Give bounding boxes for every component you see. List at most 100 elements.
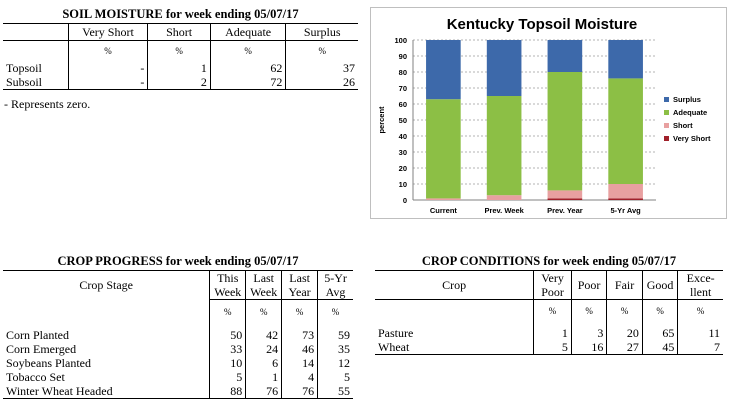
y-tick-label: 90 [399, 52, 407, 61]
soil-unit: % [318, 45, 326, 56]
cond-unit: % [642, 299, 679, 322]
progress-cell: 76 [281, 383, 319, 399]
progress-cell: 35 [338, 341, 350, 356]
x-tick-label: Current [430, 206, 458, 215]
cond-cell: 45 [642, 339, 679, 355]
legend-swatch [664, 123, 669, 128]
y-tick-label: 100 [394, 36, 407, 45]
cond-unit: % [571, 299, 608, 322]
soil-row-label: Topsoil [3, 60, 69, 75]
cond-row-label: Wheat [375, 339, 535, 355]
soil-header-surplus: Surplus [285, 23, 358, 41]
x-tick-label: 5-Yr Avg [610, 206, 641, 215]
cond-unit: % [606, 299, 643, 322]
progress-cell: 14 [281, 355, 319, 370]
cond-header-very-poor-2: Poor [533, 285, 572, 300]
bar-segment [426, 198, 461, 200]
crop-progress-table: Crop Stage This Last Last 5-Yr Week Week… [3, 270, 353, 399]
bar-segment [547, 190, 583, 199]
progress-row-label: Tobacco Set [3, 369, 211, 384]
x-tick-label: Prev. Week [484, 206, 524, 215]
progress-cell: 33 [209, 341, 247, 356]
soil-cell: 72 [210, 74, 287, 90]
legend-label: Surplus [673, 95, 701, 104]
progress-header-last-year-1: Last [281, 270, 319, 285]
bar-segment [608, 184, 643, 199]
bar-segment [547, 40, 583, 72]
bar-segment [547, 198, 583, 200]
progress-cell: 12 [338, 355, 350, 370]
legend-swatch [664, 110, 669, 115]
y-axis-label: percent [377, 106, 386, 134]
crop-conditions-table: Crop Very Poor Fair Good Exce- Poor llen… [375, 270, 723, 355]
bar-segment [547, 72, 583, 191]
bar-segment [426, 40, 461, 100]
y-tick-label: 80 [399, 68, 407, 77]
bar-segment [608, 78, 643, 184]
cond-header-poor: Poor [571, 270, 608, 300]
progress-cell: 10 [209, 355, 247, 370]
y-tick-label: 0 [403, 196, 407, 205]
y-tick-label: 60 [399, 100, 407, 109]
legend-swatch [664, 97, 669, 102]
chart-title: Kentucky Topsoil Moisture [447, 16, 638, 33]
progress-header-5yr-1: 5-Yr [317, 270, 353, 285]
crop-conditions-title: CROP CONDITIONS for week ending 05/07/17 [421, 254, 677, 268]
progress-row-label: Corn Emerged [3, 341, 211, 356]
crop-header: Crop [375, 270, 535, 300]
progress-header-last-week-1: Last [245, 270, 283, 285]
cond-row-label: Pasture [375, 325, 535, 340]
bar-segment [486, 40, 522, 96]
soil-header-blank [3, 23, 69, 41]
y-tick-label: 30 [399, 148, 407, 157]
cond-cell: 27 [606, 339, 643, 355]
crop-stage-header: Crop Stage [3, 270, 211, 300]
progress-header-this-week-1: This [209, 270, 247, 285]
progress-unit: % [331, 306, 340, 317]
chart-svg: Kentucky Topsoil Moisture 0 10 20 30 40 50 60 70… [377, 16, 711, 215]
soil-note: - Represents zero. [4, 97, 91, 111]
soil-unit: % [147, 40, 211, 61]
cond-unit: % [696, 305, 705, 316]
soil-moisture-title: SOIL MOISTURE for week ending 05/07/17 [62, 7, 299, 21]
topsoil-moisture-chart: Kentucky Topsoil Moisture 0 10 20 30 40 50 60 70… [370, 7, 727, 219]
cond-header-very-poor-1: Very [533, 270, 572, 285]
progress-cell: 42 [245, 327, 283, 342]
soil-cell: 26 [285, 74, 358, 90]
progress-unit: % [245, 299, 283, 324]
cond-header-excellent-2: llent [677, 285, 723, 300]
cond-cell: 3 [571, 325, 608, 340]
progress-cell: 55 [317, 383, 353, 399]
progress-header-last-week-2: Week [245, 285, 283, 300]
soil-cell: 1 [147, 60, 211, 75]
bar-segment [608, 40, 643, 79]
soil-row-label: Subsoil [3, 74, 69, 90]
cond-header-excellent-1: Exce- [677, 270, 723, 285]
soil-header-short: Short [147, 23, 211, 41]
legend-label: Adequate [673, 108, 707, 117]
progress-cell: 76 [245, 383, 283, 399]
progress-row-label: Soybeans Planted [3, 355, 211, 370]
progress-cell: 1 [245, 369, 283, 384]
legend-label: Short [673, 121, 693, 130]
bar-segment [486, 96, 522, 196]
progress-unit: % [209, 299, 247, 324]
cond-cell: 5 [533, 339, 572, 355]
soil-unit: % [68, 40, 149, 61]
x-tick-label: Prev. Year [547, 206, 583, 215]
cond-cell: 20 [606, 325, 643, 340]
bar-segment [608, 198, 643, 200]
soil-moisture-table: Very Short Short Adequate Surplus % % % … [3, 23, 358, 90]
progress-row-label: Winter Wheat Headed [3, 383, 211, 399]
soil-cell: 62 [210, 60, 287, 75]
progress-header-this-week-2: Week [209, 285, 247, 300]
progress-cell: 73 [281, 327, 319, 342]
soil-cell: - [68, 74, 149, 90]
y-tick-label: 50 [399, 116, 407, 125]
progress-header-last-year-2: Year [281, 285, 319, 300]
cond-header-good: Good [642, 270, 679, 300]
soil-unit: % [210, 40, 287, 61]
progress-cell: 88 [209, 383, 247, 399]
progress-cell: 4 [281, 369, 319, 384]
progress-cell: 5 [209, 369, 247, 384]
